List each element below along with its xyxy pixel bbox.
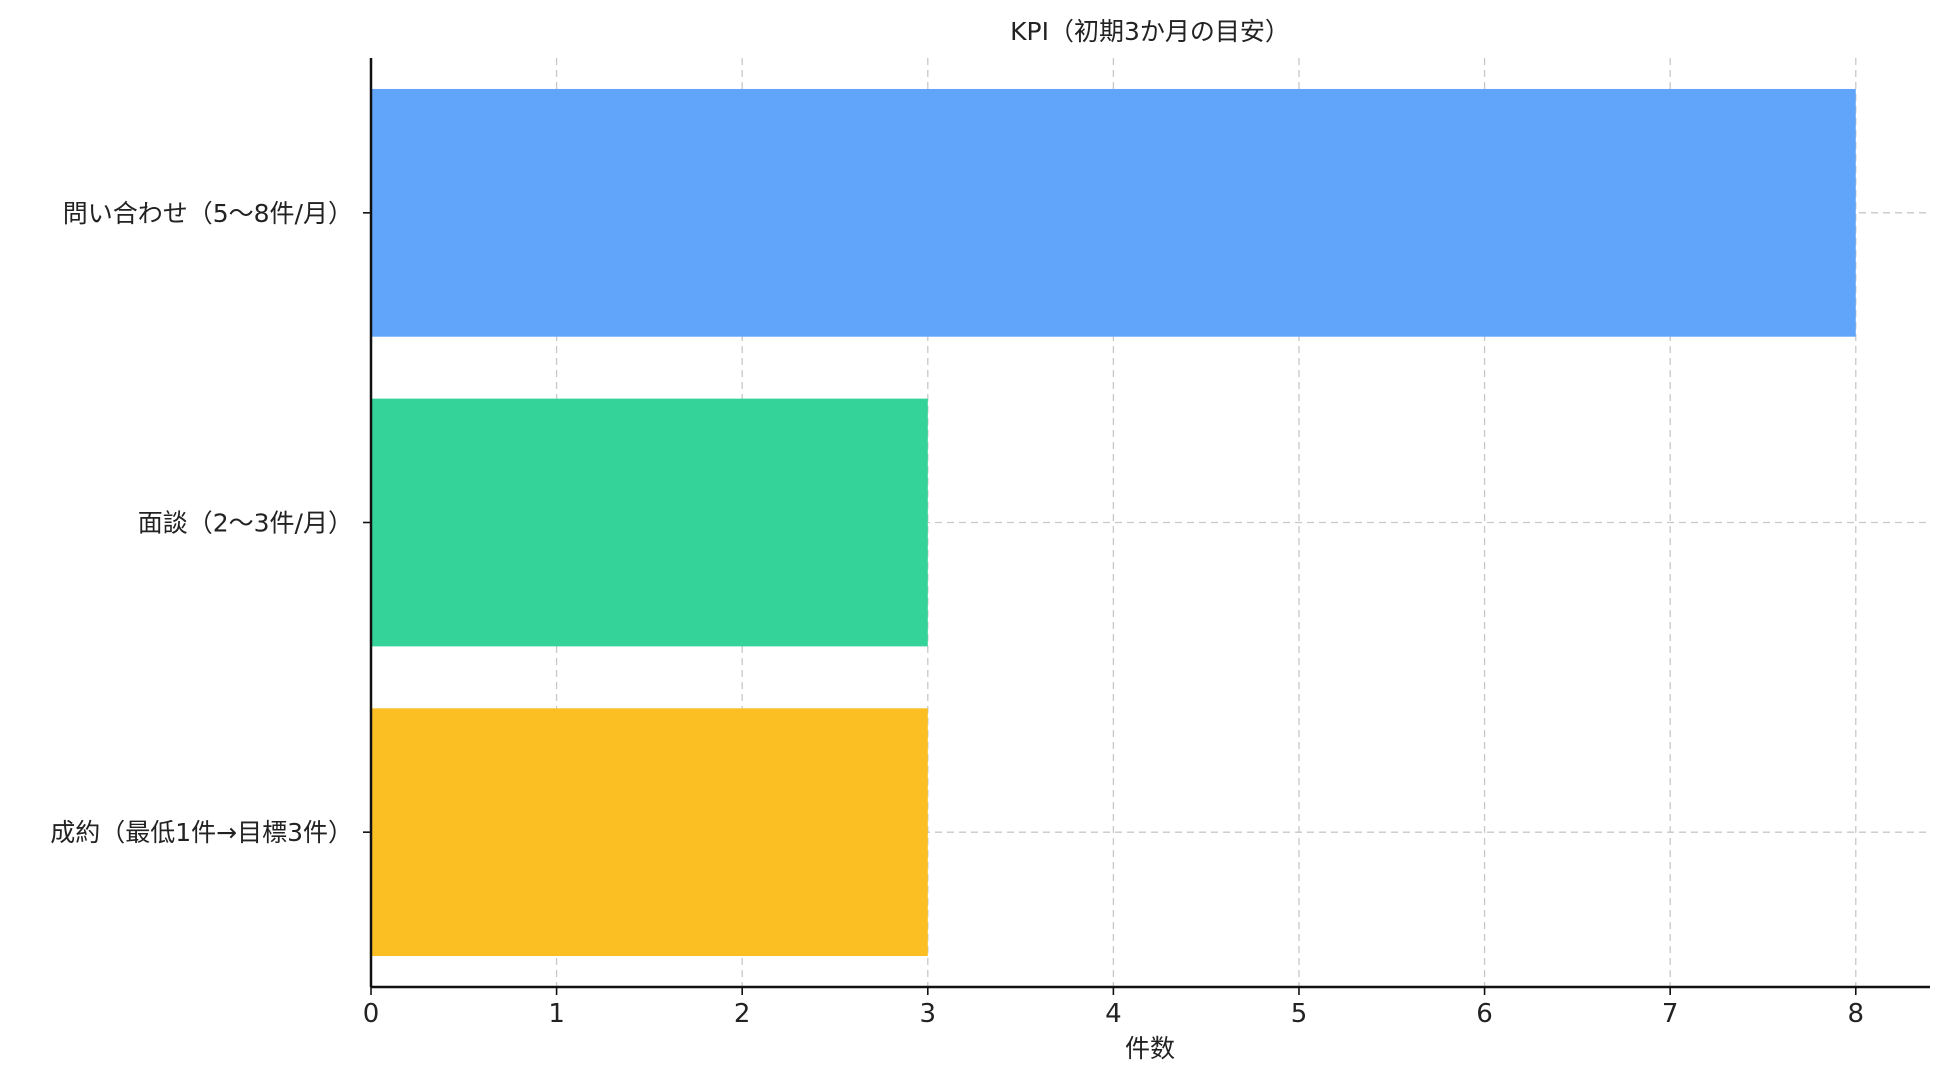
axis-layer: 0 1 2 3 4 5 6 7 8 問い合わせ（5〜8件/月） 面談（2〜3件/月） 成約（最低1件→… <box>50 58 1930 1029</box>
x-tick-label-4: 4 <box>1105 999 1122 1029</box>
x-axis-label: 件数 <box>1125 1034 1175 1063</box>
bar-0 <box>371 88 1856 337</box>
x-tick-label-8: 8 <box>1847 999 1864 1029</box>
bar-layer <box>371 88 1856 957</box>
x-tick-label-1: 1 <box>548 999 565 1029</box>
x-tick-label-2: 2 <box>734 999 751 1029</box>
x-tick-label-0: 0 <box>363 999 380 1029</box>
x-tick-label-7: 7 <box>1662 999 1679 1029</box>
category-label-1: 面談（2〜3件/月） <box>138 509 353 538</box>
x-tick-label-3: 3 <box>920 999 937 1029</box>
bar-2 <box>371 708 928 957</box>
chart-title: KPI（初期3か月の目安） <box>1010 17 1290 46</box>
category-label-0: 問い合わせ（5〜8件/月） <box>63 199 353 228</box>
bar-1 <box>371 398 928 647</box>
x-tick-label-5: 5 <box>1291 999 1308 1029</box>
x-tick-label-6: 6 <box>1476 999 1493 1029</box>
category-label-2: 成約（最低1件→目標3件） <box>50 818 353 847</box>
